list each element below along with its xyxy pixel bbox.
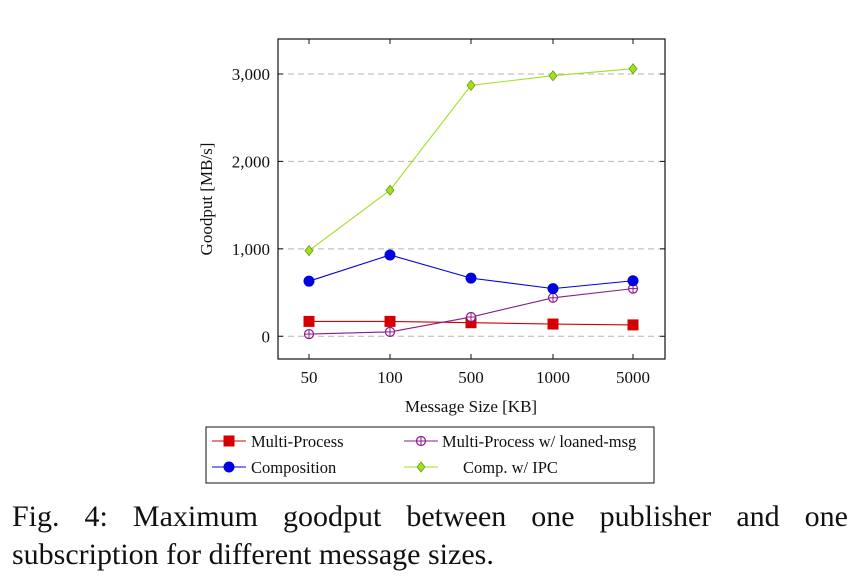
series-2 — [303, 283, 639, 340]
marker-circle — [547, 283, 559, 295]
data-point — [627, 319, 639, 331]
data-point — [547, 318, 559, 330]
legend-label: Composition — [251, 458, 336, 477]
x-axis-label: Message Size [KB] — [405, 397, 537, 416]
marker-diamond — [416, 461, 426, 473]
marker-circle — [303, 275, 315, 287]
data-point — [303, 275, 315, 287]
legend-label: Comp. w/ IPC — [463, 458, 558, 477]
marker-diamond — [628, 63, 638, 75]
data-point — [627, 275, 639, 287]
marker-square — [384, 315, 396, 327]
marker-square — [547, 318, 559, 330]
figure-caption: Fig. 4: Maximum goodput between one publ… — [12, 500, 848, 571]
marker-diamond — [548, 70, 558, 82]
x-tick-label: 500 — [458, 368, 484, 387]
legend-label: Multi-Process — [251, 432, 344, 451]
legend-item: Comp. w/ IPC — [404, 458, 558, 477]
marker-circle — [223, 461, 235, 473]
y-axis-label: Goodput [MB/s] — [197, 143, 216, 256]
data-point — [465, 311, 477, 323]
data-point — [466, 79, 476, 91]
marker-diamond — [304, 244, 314, 257]
x-tick-label: 5000 — [616, 368, 650, 387]
data-point — [304, 244, 314, 257]
marker-square — [223, 435, 235, 447]
data-point — [547, 283, 559, 295]
y-tick-label: 3,000 — [232, 65, 270, 84]
legend-item: Multi-Process w/ loaned-msg — [404, 432, 636, 451]
series-line — [308, 68, 634, 252]
marker-square — [303, 315, 315, 327]
goodput-chart: 0 1,000 2,000 3,000 50 100 500 1000 5000 Message… — [197, 38, 666, 484]
grid-lines — [278, 73, 665, 337]
marker-diamond — [466, 79, 476, 91]
data-point — [303, 315, 315, 327]
y-tick-label: 0 — [262, 327, 271, 346]
series-layer — [303, 63, 639, 340]
axes: 0 1,000 2,000 3,000 50 100 500 1000 5000 — [232, 39, 665, 387]
legend-swatch-marker — [416, 461, 426, 473]
x-tick-label: 50 — [301, 368, 318, 387]
legend-item: Multi-Process — [212, 432, 344, 451]
marker-circle — [627, 275, 639, 287]
data-point — [547, 292, 559, 303]
data-point — [465, 272, 477, 284]
legend-swatch-marker — [223, 461, 235, 473]
x-tick-label: 1000 — [536, 368, 570, 387]
data-point — [384, 249, 396, 261]
legend-label: Multi-Process w/ loaned-msg — [442, 432, 636, 451]
marker-square — [627, 319, 639, 331]
series-3 — [303, 249, 639, 295]
data-point — [628, 63, 638, 75]
legend-swatch-marker — [415, 435, 427, 447]
legend: Multi-Process Multi-Process w/ loaned-msg… — [205, 426, 655, 484]
marker-circle — [465, 272, 477, 284]
series-4 — [304, 63, 638, 257]
data-point — [384, 315, 396, 327]
x-tick-label: 100 — [377, 368, 403, 387]
legend-swatch-marker — [223, 435, 235, 447]
y-tick-label: 1,000 — [232, 240, 270, 259]
marker-diamond — [385, 184, 395, 196]
data-point — [384, 326, 396, 337]
y-tick-label: 2,000 — [232, 152, 270, 171]
data-point — [303, 328, 315, 340]
data-point — [548, 70, 558, 82]
data-point — [385, 184, 395, 196]
marker-circle — [384, 249, 396, 261]
legend-box — [205, 426, 655, 484]
legend-item: Composition — [212, 458, 336, 477]
